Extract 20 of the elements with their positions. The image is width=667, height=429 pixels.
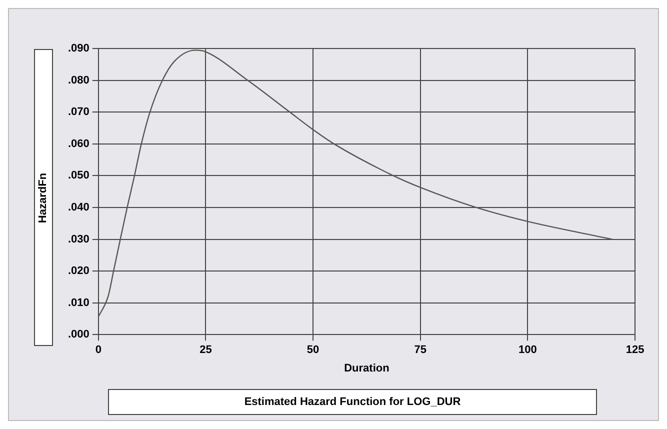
y-tick-label: .020 [68, 265, 90, 278]
y-tick-label: .080 [68, 74, 90, 86]
x-tick-label: 100 [518, 344, 537, 356]
x-tick-label: 50 [306, 344, 320, 356]
x-tick-label: 125 [626, 344, 644, 356]
y-tick-label: .070 [68, 106, 90, 118]
y-tick-label: .010 [68, 296, 90, 309]
y-tick-label: .040 [68, 202, 90, 214]
y-tick-label: .050 [68, 170, 90, 182]
text: Estimated Hazard Function for LOG_DUR [108, 389, 597, 415]
y-tick-label: .060 [68, 138, 90, 150]
x-tick-label: 75 [414, 344, 426, 356]
y-tick-label: .000 [68, 328, 90, 341]
y-tick-label: .090 [68, 42, 90, 55]
x-tick-label: 25 [200, 344, 212, 356]
x-axis-title: Duration [344, 362, 390, 374]
x-tick-label: 0 [95, 344, 102, 356]
line-series [98, 50, 613, 318]
y-axis-title: HazardFn [38, 172, 50, 223]
y-tick-label: .030 [68, 233, 90, 246]
